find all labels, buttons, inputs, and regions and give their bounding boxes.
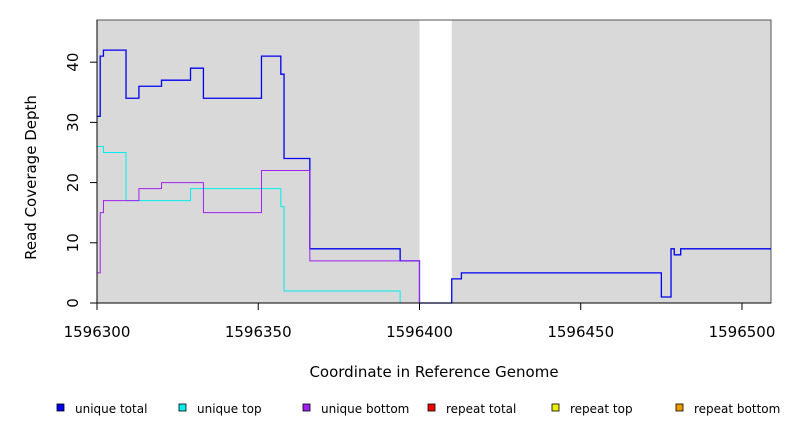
y-tick-label: 0 (64, 298, 82, 308)
shaded-region-1 (451, 20, 771, 303)
shaded-region-0 (97, 20, 420, 303)
legend-swatch-repeat-top (551, 403, 560, 412)
axes: 1596300 1596350 1596400 1596450 1596500 0 10 20… (64, 20, 776, 341)
legend-label-unique-bottom: unique bottom (321, 402, 409, 416)
legend-swatch-unique-top (178, 403, 187, 412)
y-tick-label: 40 (64, 53, 82, 72)
legend-swatch-repeat-bottom (675, 403, 684, 412)
legend: unique total unique top unique bottom repea… (56, 402, 780, 416)
y-axis-title: Read Coverage Depth (22, 95, 40, 260)
series-layer (97, 49, 771, 304)
x-tick-label: 1596350 (225, 323, 292, 341)
series-unique-top (97, 145, 771, 304)
y-tick-label: 30 (64, 113, 82, 132)
legend-swatch-unique-total (56, 403, 65, 412)
legend-label-repeat-top: repeat top (570, 402, 633, 416)
legend-label-repeat-total: repeat total (446, 402, 516, 416)
legend-label-unique-total: unique total (75, 402, 147, 416)
legend-swatch-unique-bottom (302, 403, 311, 412)
legend-label-repeat-bottom: repeat bottom (694, 402, 780, 416)
x-axis-title: Coordinate in Reference Genome (309, 363, 558, 381)
y-tick-label: 20 (64, 173, 82, 192)
x-tick-label: 1596400 (386, 323, 453, 341)
legend-label-unique-top: unique top (197, 402, 262, 416)
y-tick-label: 10 (64, 233, 82, 252)
x-tick-label: 1596300 (64, 323, 131, 341)
series-unique-total (97, 49, 771, 304)
series-unique-bottom (97, 170, 771, 304)
legend-swatch-repeat-total (427, 403, 436, 412)
x-tick-label: 1596500 (709, 323, 776, 341)
x-tick-label: 1596450 (547, 323, 614, 341)
background-regions (97, 20, 771, 303)
